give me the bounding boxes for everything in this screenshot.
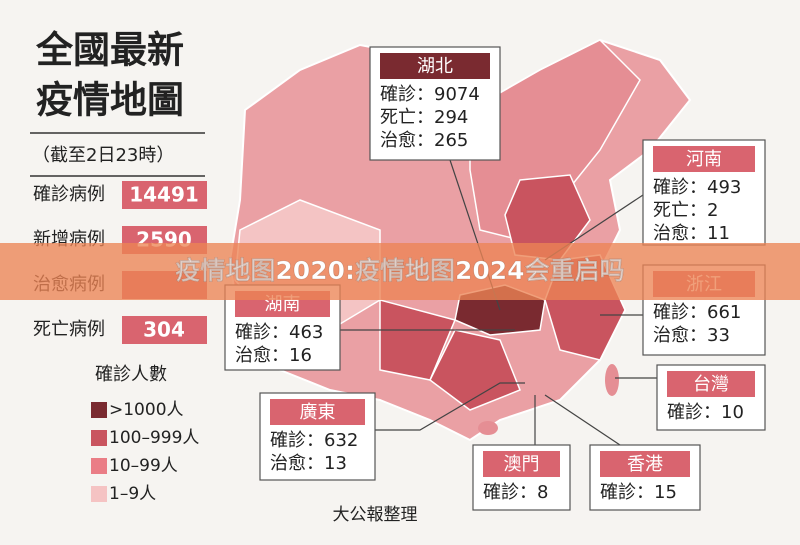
legend-swatch <box>91 458 107 474</box>
callout-line: 確診：8 <box>483 482 548 503</box>
callout-line: 治愈：16 <box>235 345 312 366</box>
callout-header <box>653 146 755 172</box>
leader-line <box>375 382 525 431</box>
callout-name: 澳門 <box>504 454 540 475</box>
callout-line: 確診：661 <box>653 302 741 323</box>
callout-name: 廣東 <box>300 402 336 423</box>
stat-value: 304 <box>143 318 185 342</box>
callout-line: 治愈：265 <box>380 130 468 151</box>
callout-line: 確診：493 <box>653 177 741 198</box>
leader-line <box>544 394 621 446</box>
source: 大公報整理 <box>333 505 418 525</box>
callout-name: 香港 <box>627 454 663 475</box>
legend-title: 確診人數 <box>95 364 167 385</box>
callout-header <box>600 451 690 477</box>
callout-line: 確診：9074 <box>380 84 480 105</box>
legend-item: 10–99人 <box>109 456 178 476</box>
stat-box <box>122 316 207 344</box>
callout-header <box>270 399 365 425</box>
stat-value: 14491 <box>129 183 199 207</box>
callout-line: 確診：463 <box>235 322 323 343</box>
stat-box <box>122 181 207 209</box>
north-region <box>469 39 641 241</box>
callout-line: 確診：15 <box>600 482 677 503</box>
callout-header <box>667 371 755 397</box>
banner-text: 疫情地图2020:疫情地图2024会重启吗 <box>175 256 624 285</box>
callout-line: 治愈：11 <box>653 223 730 244</box>
legend-swatch <box>91 402 107 418</box>
callout-line: 死亡：294 <box>380 107 468 128</box>
title-line: 疫情地圖 <box>36 79 184 122</box>
callout-line: 治愈：33 <box>653 325 730 346</box>
callout-header <box>380 53 490 79</box>
stat-label: 確診病例 <box>33 184 105 205</box>
banner-band <box>0 243 800 300</box>
stat-label: 死亡病例 <box>33 319 105 340</box>
legend-item: 100–999人 <box>109 428 199 448</box>
subtitle: （截至2日23時） <box>32 145 174 166</box>
legend-swatch <box>91 486 107 502</box>
callout-line: 死亡：2 <box>653 200 718 221</box>
callout-name: 河南 <box>686 149 722 170</box>
legend-item: >1000人 <box>109 400 184 420</box>
callout-name: 台灣 <box>693 374 729 395</box>
legend-item: 1–9人 <box>109 484 156 504</box>
central-region <box>379 299 457 381</box>
callout-line: 確診：10 <box>667 402 744 423</box>
leader-lines <box>340 159 657 446</box>
callout-header <box>483 451 560 477</box>
title-line: 全國最新 <box>35 29 184 72</box>
hainan-shape <box>478 421 498 435</box>
overlay: 全國最新疫情地圖（截至2日23時）確診病例14491新增病例2590治愈病例死亡… <box>0 29 800 525</box>
taiwan-shape <box>605 364 619 396</box>
callout-line: 治愈：13 <box>270 453 347 474</box>
legend-swatch <box>91 430 107 446</box>
callout-line: 確診：632 <box>270 430 358 451</box>
callout-name: 湖北 <box>417 56 453 77</box>
